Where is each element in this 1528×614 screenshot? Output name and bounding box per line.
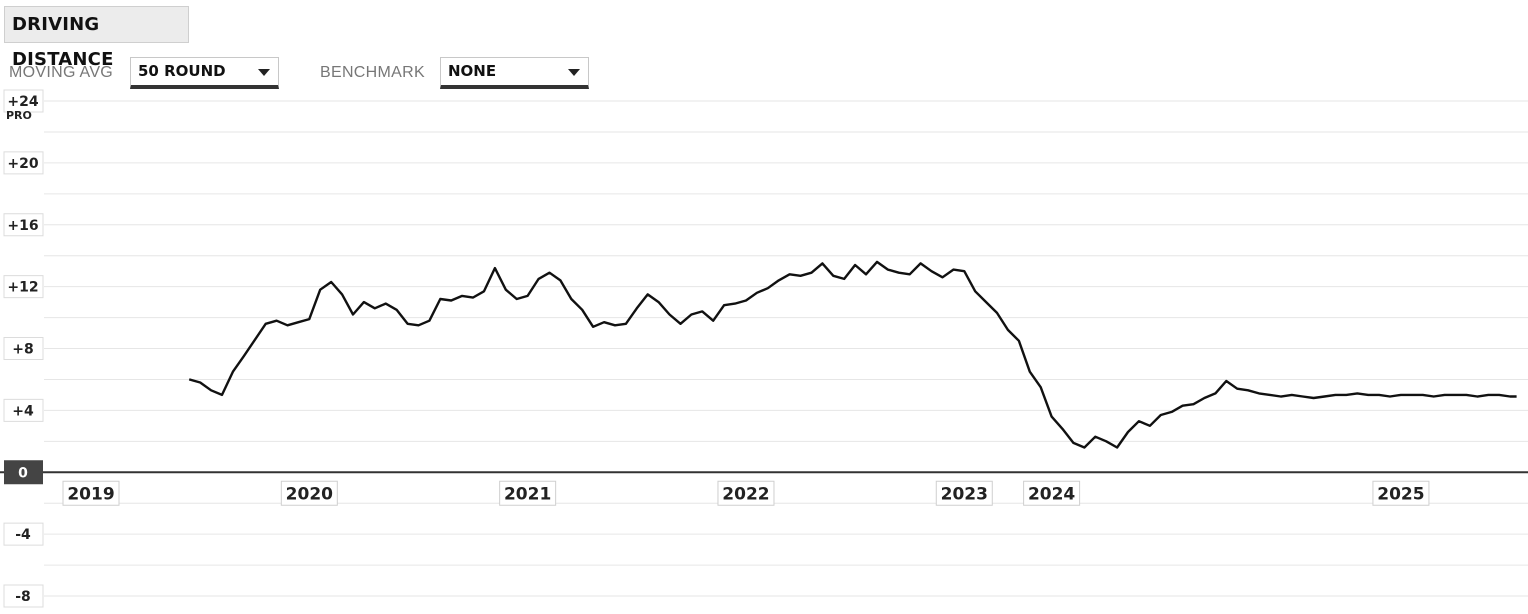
chevron-down-icon [568,69,580,76]
x-tick-label: 2025 [1377,484,1424,504]
x-tick-box [935,480,993,506]
x-tick: 2023 [935,480,993,506]
y-tick-box [4,460,43,485]
y-tick-box [3,522,44,546]
x-tick-box [62,480,120,506]
x-tick-label: 2021 [504,484,551,504]
x-tick-box [1372,480,1430,506]
x-tick: 2025 [1372,480,1430,506]
y-tick: 0 [4,460,43,485]
series-line [188,260,1517,449]
y-tick-box [3,398,44,422]
x-tick-box [499,480,557,506]
y-tick-box [3,213,44,237]
grid-layer [0,100,1528,597]
moving-avg-dropdown[interactable]: 50 ROUND [130,57,279,89]
chevron-down-icon [258,69,270,76]
y-tick-label: +20 [7,156,38,172]
y-tick: +8 [3,337,44,360]
benchmark-dropdown[interactable]: NONE [440,57,589,89]
series-layer [188,260,1517,449]
x-tick: 2021 [499,480,557,506]
y-tick-box [3,275,44,299]
y-tick: +4 [3,398,44,422]
y-tick-label: 0 [18,465,28,481]
x-tick-label: 2020 [286,484,333,504]
y-tick: -4 [3,522,44,546]
y-tick-label: +16 [7,218,38,234]
y-tick-label: -4 [15,527,31,543]
moving-avg-value: 50 ROUND [138,62,226,80]
x-tick: 2024 [1023,480,1081,506]
x-axis: 2019 2020 2021 2022 2023 2024 2025 [62,480,1430,506]
y-tick-label: +4 [12,403,34,419]
benchmark-value: NONE [448,62,497,80]
y-tick-box [3,89,44,113]
x-tick-label: 2024 [1028,484,1075,504]
benchmark-label: BENCHMARK [320,64,425,81]
y-tick-box [3,584,44,608]
y-tick-label: +8 [12,342,33,358]
moving-avg-label: MOVING AVG [9,64,114,81]
x-tick-box [717,480,775,506]
x-tick-label: 2019 [67,484,114,504]
y-axis: +24 +20 +16 +12 +8 +4 0 -4 -8 [3,89,44,608]
y-tick: +16 [3,213,44,237]
x-tick: 2020 [280,480,338,506]
y-tick: +24 [3,89,44,113]
y-tick-box [3,337,44,360]
x-tick: 2022 [717,480,775,506]
x-tick-label: 2022 [722,484,769,504]
x-tick-label: 2023 [941,484,988,504]
x-tick-box [1023,480,1081,506]
y-tick-label: -8 [15,589,31,605]
y-tick-box [3,151,44,175]
y-tick: +20 [3,151,44,175]
y-tick: -8 [3,584,44,608]
y-tick-label: +24 [7,94,38,110]
y-tick-label: +12 [7,280,38,296]
chart-title: DRIVING DISTANCE [4,6,189,70]
y-axis-caption: PRO [6,109,32,122]
x-tick-box [280,480,338,506]
x-tick: 2019 [62,480,120,506]
y-tick: +12 [3,275,44,299]
